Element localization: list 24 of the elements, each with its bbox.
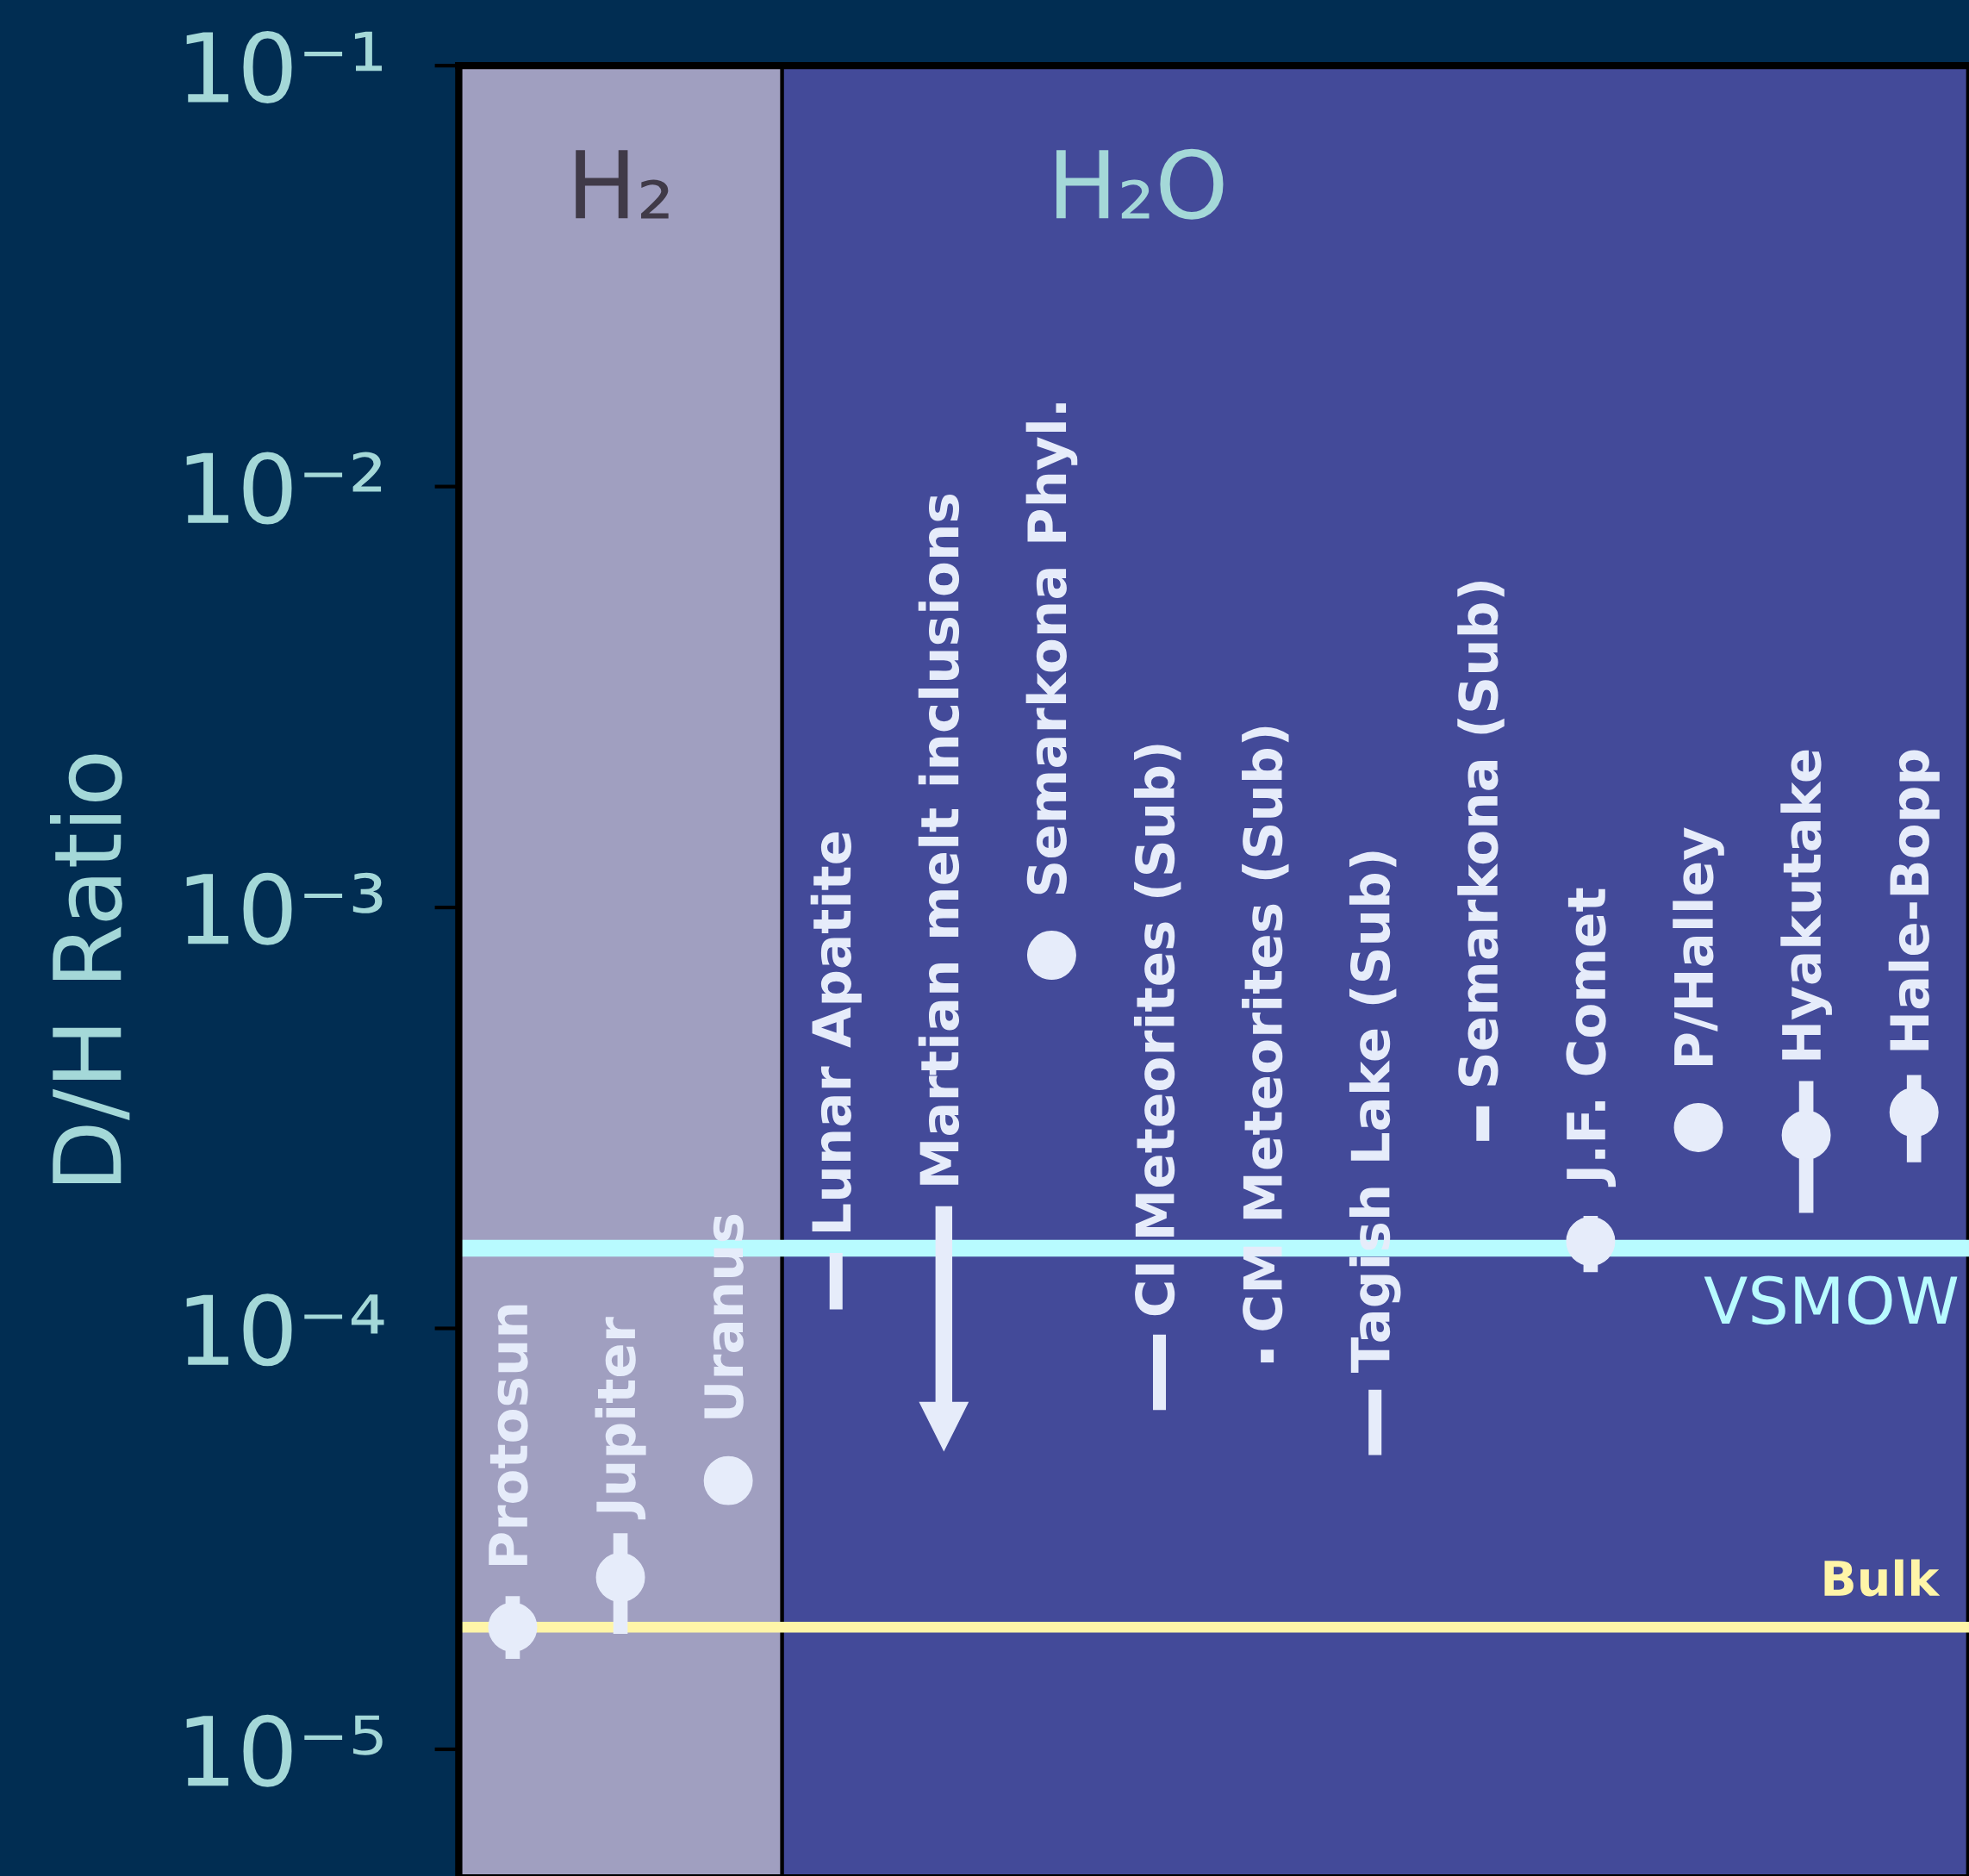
y-axis-title: D/H Ratio: [49, 754, 130, 1183]
y-tick-label: 10⁻¹: [186, 30, 382, 103]
x-tick-label: Semarkona (Sub): [1457, 581, 1505, 1086]
x-tick-label: P/Halley: [1673, 827, 1724, 1066]
band-label: H₂O: [1056, 148, 1224, 220]
x-tick-label: Lunar Apatite: [810, 832, 862, 1232]
ref-line-label: Bulk: [1824, 1559, 1941, 1597]
band-label: H₂: [576, 150, 669, 219]
x-tick-label: CI Meteorites (Sub): [1133, 745, 1181, 1316]
x-tick-label: Uranus: [704, 1214, 744, 1418]
x-tick-label: Jupiter: [595, 1317, 646, 1520]
x-tick-label: J.F. Comet: [1566, 888, 1617, 1187]
y-tick-label: 10⁻³: [186, 872, 383, 945]
x-tick-label: Hale-Bopp: [1888, 750, 1940, 1050]
x-tick-label: Martian melt inclusions: [918, 495, 960, 1185]
ref-line-label: VSMOW: [1704, 1275, 1958, 1325]
y-tick-label: 10⁻⁴: [186, 1293, 384, 1367]
x-tick-label: Tagish Lake (Sub): [1349, 851, 1401, 1373]
x-tick-label: CM Meteorites (Sub): [1242, 726, 1289, 1331]
x-tick-label: Semarkona Phyl.: [1025, 403, 1078, 894]
y-tick-label: 10⁻²: [186, 452, 382, 525]
x-tick-label: Protosun: [489, 1305, 528, 1565]
y-tick-label: 10⁻⁵: [186, 1714, 383, 1787]
x-tick-label: Hyakutake: [1780, 750, 1832, 1060]
